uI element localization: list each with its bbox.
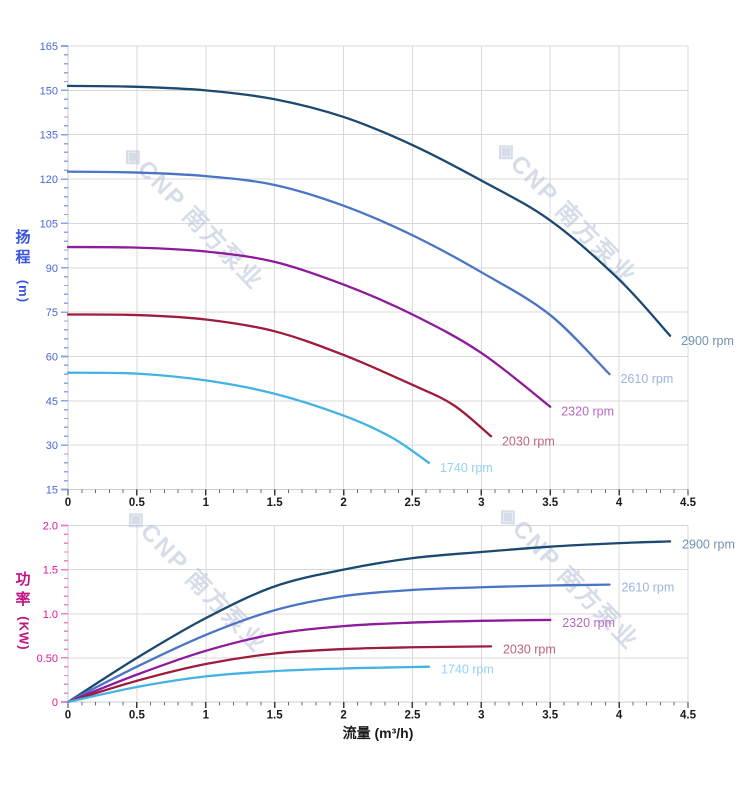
cnp-logo-watermark: ◈CNP 南方泵业 (117, 139, 269, 295)
x-tick-label: 4 (616, 497, 623, 509)
y-tick-label: 1.5 (43, 565, 58, 577)
y-tick-label: 90 (46, 263, 58, 275)
axis-title-char: 功 (15, 571, 31, 588)
y-tick-label: 45 (46, 396, 58, 408)
x-tick-label: 3 (478, 710, 484, 722)
y-tick-label: 0 (52, 697, 58, 709)
head-chart-grid (68, 45, 689, 490)
y-tick-label: 30 (46, 440, 58, 452)
curve-label-2610-rpm: 2610 rpm (620, 372, 673, 386)
y-tick-label: 150 (40, 85, 58, 97)
axis-title-char: 率 (15, 590, 31, 608)
y-tick-label: 120 (40, 174, 58, 186)
power-chart: 0 0.50 1.0 1.5 2.0 0 0.5 1 1.5 2 2.5 3 3.5 4 4.5 2900 r… (37, 521, 735, 722)
cnp-logo-watermark: ◈CNP 南方泵业 (492, 499, 644, 655)
y-tick-label: 15 (46, 485, 58, 497)
axis-title-char: 程 (15, 248, 31, 266)
x-tick-label: 1.5 (267, 497, 284, 509)
x-tick-label: 3.5 (542, 497, 559, 509)
x-tick-label: 2.5 (404, 497, 421, 509)
flow-axis-title: 流量 (m³/h) (342, 725, 414, 741)
axis-title-unit: (KW) (16, 616, 32, 651)
curve-label-1740-rpm: 1740 rpm (441, 663, 494, 677)
curve-label-2610-rpm: 2610 rpm (621, 581, 674, 595)
y-tick-label: 105 (40, 218, 58, 230)
curve-1740-rpm (66, 665, 431, 704)
curve-2030-rpm (66, 313, 493, 438)
curve-label-2030-rpm: 2030 rpm (503, 642, 556, 656)
curve-label-1740-rpm: 1740 rpm (440, 461, 493, 475)
curve-label-2900-rpm: 2900 rpm (682, 537, 735, 551)
x-tick-label: 2 (340, 497, 346, 509)
curve-2610-rpm (66, 583, 611, 704)
x-tick-label: 1.5 (267, 710, 284, 722)
x-tick-label: 4.5 (680, 497, 697, 509)
curve-1740-rpm (66, 371, 431, 465)
power-axis-title: 功率 (KW) (8, 570, 38, 651)
y-tick-label: 135 (40, 130, 58, 142)
curve-label-2320-rpm: 2320 rpm (562, 616, 615, 630)
x-tick-label: 4.5 (680, 710, 697, 722)
y-tick-label: 165 (40, 41, 58, 53)
x-tick-label: 0 (65, 710, 71, 722)
curve-label-2030-rpm: 2030 rpm (502, 434, 555, 448)
curve-2320-rpm (66, 245, 552, 408)
curve-label-2320-rpm: 2320 rpm (561, 405, 614, 419)
curve-2610-rpm (66, 170, 611, 376)
x-tick-label: 0 (65, 497, 71, 509)
y-tick-label: 0.50 (37, 653, 58, 665)
y-tick-label: 1.0 (43, 609, 58, 621)
x-tick-label: 3 (478, 497, 484, 509)
head-axis-title: 扬程 (m) (8, 228, 38, 304)
curve-2900-rpm (66, 84, 672, 337)
x-tick-label: 0.5 (129, 497, 146, 509)
curve-label-2900-rpm: 2900 rpm (681, 334, 734, 348)
head-chart: 15 30 45 60 75 90 105 120 135 150 165 0 0.5 1 1.5 2 2.5 3… (40, 41, 734, 509)
curve-2900-rpm (66, 540, 672, 704)
curve-2320-rpm (66, 618, 552, 704)
power-chart-grid (68, 525, 689, 702)
curve-2030-rpm (66, 645, 493, 704)
x-tick-label: 1 (203, 497, 210, 509)
axis-title-char: 扬 (15, 229, 31, 246)
y-tick-label: 60 (46, 351, 58, 363)
y-tick-label: 75 (46, 307, 58, 319)
axis-title-unit: (m) (16, 279, 32, 304)
x-tick-label: 2 (340, 710, 346, 722)
x-tick-label: 3.5 (542, 710, 559, 722)
x-tick-label: 0.5 (129, 710, 146, 722)
x-tick-label: 1 (203, 710, 210, 722)
x-tick-label: 4 (616, 710, 623, 722)
y-tick-label: 2.0 (43, 521, 58, 533)
x-tick-label: 2.5 (404, 710, 421, 722)
